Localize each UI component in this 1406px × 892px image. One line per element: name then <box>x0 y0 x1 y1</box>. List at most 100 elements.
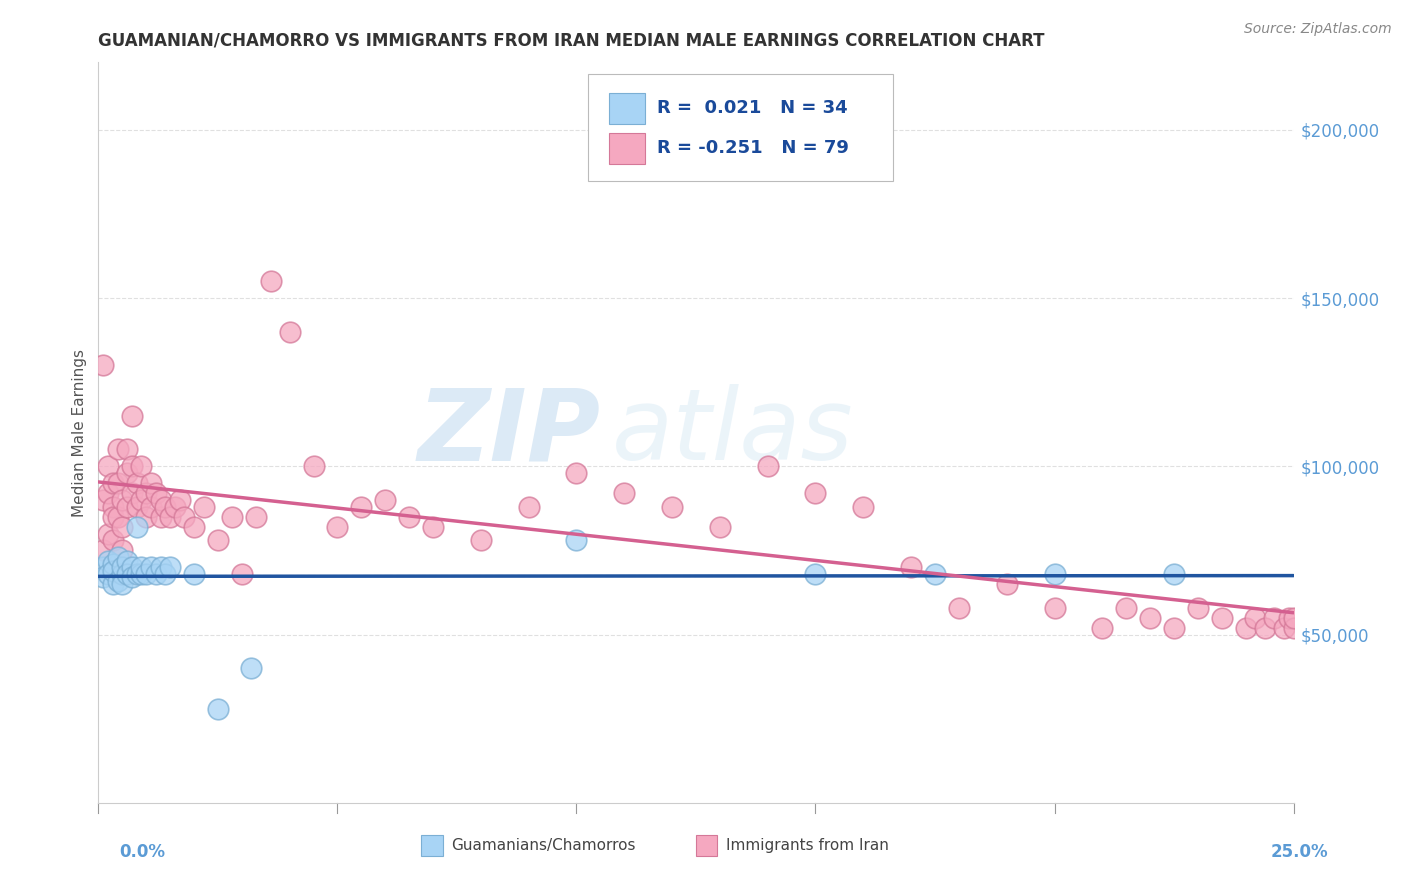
Point <box>97 526 120 541</box>
Point <box>259 274 281 288</box>
Point <box>565 533 588 548</box>
Point <box>1043 566 1066 581</box>
Point <box>149 492 172 507</box>
Point <box>91 359 114 373</box>
Point <box>111 577 134 591</box>
Point <box>121 570 143 584</box>
Point <box>374 492 396 507</box>
Point <box>115 566 138 581</box>
Point <box>97 566 120 581</box>
Point <box>163 500 186 514</box>
Point <box>139 560 162 574</box>
Point <box>1244 610 1267 624</box>
Point <box>115 466 138 480</box>
Point <box>1115 600 1137 615</box>
Y-axis label: Median Male Earnings: Median Male Earnings <box>72 349 87 516</box>
Point <box>111 543 134 558</box>
Point <box>91 543 114 558</box>
Point <box>107 509 129 524</box>
Point <box>1282 621 1305 635</box>
Point <box>173 509 195 524</box>
Point <box>517 500 540 514</box>
Point <box>1163 566 1185 581</box>
Text: 25.0%: 25.0% <box>1271 843 1329 861</box>
Point <box>207 701 229 715</box>
Point <box>101 533 124 548</box>
Point <box>101 564 124 578</box>
Point <box>135 509 157 524</box>
Point <box>97 459 120 474</box>
Point <box>804 486 827 500</box>
Point <box>613 486 636 500</box>
Point <box>97 553 120 567</box>
Point <box>221 509 243 524</box>
Point <box>91 570 114 584</box>
Point <box>1091 621 1114 635</box>
Point <box>111 560 134 574</box>
Point <box>101 557 124 571</box>
Point <box>565 466 588 480</box>
Point <box>149 509 172 524</box>
Point <box>107 442 129 457</box>
Text: atlas: atlas <box>613 384 853 481</box>
Point <box>900 560 922 574</box>
Point <box>97 486 120 500</box>
Point <box>183 520 205 534</box>
Point <box>326 520 349 534</box>
Point <box>159 509 181 524</box>
Point <box>924 566 946 581</box>
Point <box>470 533 492 548</box>
Point <box>661 500 683 514</box>
Point <box>115 553 138 567</box>
Point <box>1272 621 1295 635</box>
Point <box>121 409 143 423</box>
FancyBboxPatch shape <box>589 73 893 181</box>
Point <box>207 533 229 548</box>
Point <box>121 486 143 500</box>
Point <box>1187 600 1209 615</box>
Point <box>131 560 153 574</box>
Point <box>804 566 827 581</box>
Point <box>135 566 157 581</box>
Point <box>115 500 138 514</box>
Point <box>245 509 267 524</box>
Point <box>995 577 1018 591</box>
Point <box>350 500 373 514</box>
Bar <box>696 836 717 856</box>
Text: ZIP: ZIP <box>418 384 600 481</box>
Point <box>1278 610 1301 624</box>
Point <box>121 560 143 574</box>
Point <box>111 520 134 534</box>
Text: GUAMANIAN/CHAMORRO VS IMMIGRANTS FROM IRAN MEDIAN MALE EARNINGS CORRELATION CHAR: GUAMANIAN/CHAMORRO VS IMMIGRANTS FROM IR… <box>98 32 1045 50</box>
Point <box>149 560 172 574</box>
Point <box>1163 621 1185 635</box>
Point <box>101 476 124 491</box>
Point <box>278 325 301 339</box>
Point <box>1234 621 1257 635</box>
Point <box>135 486 157 500</box>
Point <box>101 509 124 524</box>
Point <box>91 560 114 574</box>
Text: R = -0.251   N = 79: R = -0.251 N = 79 <box>657 138 848 157</box>
Point <box>240 661 263 675</box>
Point <box>145 486 167 500</box>
Point <box>159 560 181 574</box>
Point <box>169 492 191 507</box>
Point <box>107 574 129 588</box>
Point <box>231 566 253 581</box>
Point <box>121 459 143 474</box>
Point <box>125 566 148 581</box>
Point <box>139 500 162 514</box>
Text: Guamanians/Chamorros: Guamanians/Chamorros <box>451 838 636 854</box>
Point <box>155 500 177 514</box>
Text: 0.0%: 0.0% <box>120 843 166 861</box>
Point <box>101 500 124 514</box>
Bar <box>609 93 644 124</box>
Point <box>107 476 129 491</box>
Point <box>398 509 420 524</box>
Point <box>107 550 129 565</box>
Point <box>1043 600 1066 615</box>
Point <box>1211 610 1233 624</box>
Point <box>422 520 444 534</box>
Point <box>302 459 325 474</box>
